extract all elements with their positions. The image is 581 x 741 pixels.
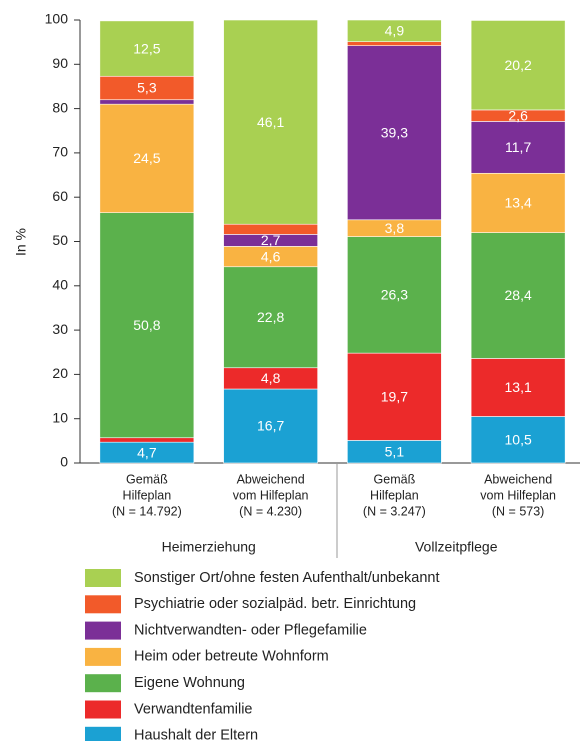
- value-label: 28,4: [505, 287, 532, 303]
- bar-segment: [223, 223, 318, 235]
- legend-label: Sonstiger Ort/ohne festen Aufenthalt/unb…: [134, 570, 440, 586]
- value-label: 4,9: [385, 23, 405, 39]
- bar-segment: [470, 416, 566, 464]
- value-label: 3,8: [385, 220, 405, 236]
- x-tick-label: (N = 573): [492, 504, 544, 518]
- legend-swatch: [85, 726, 121, 741]
- value-label: 11,7: [505, 139, 531, 155]
- legend-swatch: [85, 674, 121, 693]
- legend-swatch: [85, 700, 121, 719]
- bar-segment: [99, 437, 195, 443]
- y-tick-label: 50: [52, 232, 68, 248]
- y-tick-label: 20: [52, 365, 68, 381]
- value-label: 46,1: [257, 114, 284, 130]
- value-label: 19,7: [381, 388, 408, 404]
- y-tick-label: 10: [52, 409, 68, 425]
- value-label: 20,2: [505, 57, 532, 73]
- value-label: 26,3: [381, 287, 408, 303]
- bar-segment: [470, 358, 566, 417]
- bar-segment: [99, 212, 195, 439]
- value-label: 22,8: [257, 309, 284, 325]
- x-tick-label: vom Hilfeplan: [480, 488, 556, 502]
- bar-segment: [470, 121, 566, 174]
- value-label: 10,5: [505, 431, 532, 447]
- bar-segment: [347, 236, 442, 354]
- bar-segment: [223, 19, 318, 225]
- y-tick-label: 40: [52, 277, 68, 293]
- x-tick-label: Gemäß: [374, 472, 416, 486]
- x-tick-label: Hilfeplan: [123, 488, 172, 502]
- bar-segment: [347, 352, 442, 441]
- legend-label: Verwandtenfamilie: [134, 701, 253, 717]
- x-tick-label: (N = 4.230): [239, 504, 302, 518]
- bar-segment: [347, 41, 442, 46]
- value-label: 16,7: [257, 418, 284, 434]
- value-label: 24,5: [133, 150, 160, 166]
- y-tick-label: 30: [52, 321, 68, 337]
- y-tick-label: 70: [52, 144, 68, 160]
- x-tick-label: vom Hilfeplan: [233, 488, 309, 502]
- x-tick-label: Gemäß: [126, 472, 168, 486]
- bar-segment: [99, 20, 195, 77]
- bar-segment: [347, 45, 442, 221]
- legend-label: Psychiatrie oder sozialpäd. betr. Einric…: [134, 596, 416, 612]
- bar-segment: [99, 103, 195, 214]
- y-tick-label: 0: [60, 454, 68, 470]
- group-label: Vollzeitpflege: [415, 539, 498, 555]
- legend-label: Haushalt der Eltern: [134, 728, 258, 741]
- x-tick-label: Abweichend: [237, 472, 305, 486]
- group-label: Heimerziehung: [162, 539, 256, 555]
- y-tick-label: 60: [52, 188, 68, 204]
- bar-segment: [470, 232, 566, 359]
- bar-segment: [470, 172, 566, 233]
- value-label: 50,8: [133, 317, 160, 333]
- legend-label: Eigene Wohnung: [134, 675, 245, 691]
- value-label: 4,6: [261, 248, 281, 264]
- legend-swatch: [85, 621, 121, 640]
- value-label: 13,4: [505, 195, 532, 211]
- bar-segment: [347, 19, 442, 43]
- legend-label: Nichtverwandten- oder Pflegefamilie: [134, 622, 367, 638]
- bar-segment: [223, 388, 318, 464]
- y-tick-label: 100: [45, 11, 69, 27]
- value-label: 2,7: [261, 232, 281, 248]
- y-tick-label: 90: [52, 55, 68, 71]
- legend-swatch: [85, 647, 121, 666]
- x-tick-label: (N = 3.247): [363, 504, 426, 518]
- value-label: 4,7: [137, 444, 157, 460]
- bar-segment: [470, 20, 566, 111]
- y-tick-label: 80: [52, 99, 68, 115]
- x-tick-label: Abweichend: [484, 472, 552, 486]
- bar-segment: [99, 99, 195, 105]
- legend-swatch: [85, 595, 121, 614]
- value-label: 5,1: [385, 443, 405, 459]
- value-label: 39,3: [381, 124, 408, 140]
- value-label: 5,3: [137, 80, 157, 96]
- value-label: 12,5: [133, 40, 160, 56]
- bar-segment: [223, 266, 318, 369]
- y-axis-label: In %: [13, 228, 29, 256]
- value-label: 13,1: [505, 379, 532, 395]
- legend-label: Heim oder betreute Wohnform: [134, 649, 329, 665]
- value-label: 4,8: [261, 370, 281, 386]
- x-tick-label: (N = 14.792): [112, 504, 182, 518]
- value-label: 2,6: [508, 107, 528, 123]
- legend-swatch: [85, 569, 121, 587]
- x-tick-label: Hilfeplan: [370, 488, 419, 502]
